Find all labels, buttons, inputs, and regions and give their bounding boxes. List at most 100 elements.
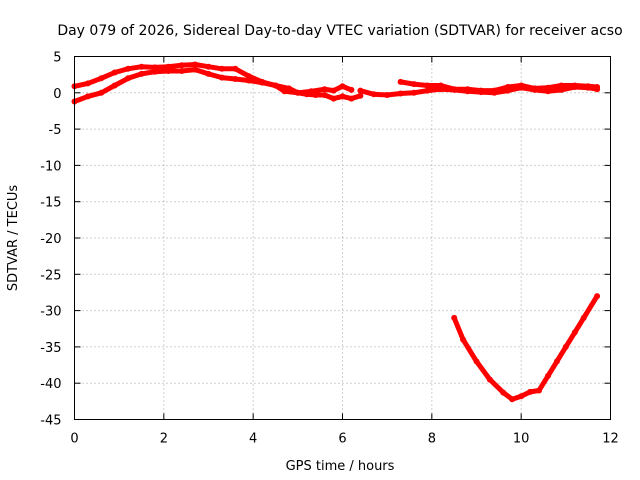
data-point [518, 393, 525, 400]
data-point [370, 91, 377, 98]
data-point [339, 83, 346, 90]
data-point [460, 336, 467, 343]
y-axis-label: SDTVAR / TECUs [6, 185, 21, 292]
y-tick-label: 5 [53, 51, 61, 66]
y-tick-label: -45 [40, 414, 61, 429]
data-point [98, 75, 105, 82]
data-point [571, 82, 578, 89]
y-tick-label: -35 [40, 341, 61, 356]
data-point [411, 81, 417, 88]
data-point [357, 87, 364, 94]
chart-title: Day 079 of 2026, Sidereal Day-to-day VTE… [57, 23, 622, 39]
data-point [531, 85, 538, 92]
data-point [98, 89, 105, 96]
data-point [205, 63, 212, 70]
data-point [397, 78, 404, 85]
data-point [272, 82, 279, 89]
data-point [218, 74, 225, 81]
data-point [281, 88, 288, 95]
data-point [125, 75, 132, 82]
x-tick-label: 4 [249, 432, 257, 447]
data-point [192, 61, 199, 68]
data-point [111, 82, 118, 89]
x-tick-label: 0 [70, 432, 78, 447]
y-tick-label: -40 [40, 377, 61, 392]
data-point [339, 93, 346, 100]
data-point [348, 95, 355, 102]
data-point [558, 82, 565, 89]
data-point [151, 68, 158, 75]
data-point [562, 343, 569, 350]
data-point [178, 68, 185, 74]
data-point [518, 82, 525, 89]
series-arc-1-upper [73, 62, 353, 96]
axis-ticks: 0 2 4 6 8 10 12 5 0 -5 -10 -15 -20 -25 -30 -35 -40 -45 [40, 51, 619, 447]
data-point [165, 63, 172, 70]
data-point [259, 79, 266, 86]
series-arc-2-upper [400, 79, 598, 94]
data-point [580, 314, 587, 321]
data-point [500, 389, 507, 396]
data-point [424, 87, 431, 94]
data-point [397, 90, 404, 97]
y-tick-label: -15 [40, 196, 61, 211]
data-point [245, 77, 252, 84]
data-point [294, 89, 301, 96]
x-tick-label: 8 [428, 432, 436, 447]
data-point [205, 70, 212, 77]
data-point [111, 69, 118, 76]
data-point [491, 87, 498, 94]
data-point [424, 82, 431, 89]
data-point [509, 396, 516, 403]
data-series [71, 61, 601, 403]
data-point [527, 388, 534, 395]
data-point [486, 376, 493, 383]
data-point [84, 80, 91, 87]
data-point [245, 73, 252, 80]
data-point [594, 293, 601, 300]
y-tick-label: -10 [40, 159, 61, 174]
data-point [478, 87, 484, 94]
data-point [545, 372, 551, 379]
x-tick-label: 6 [338, 432, 346, 447]
data-point [125, 65, 132, 72]
data-point [84, 93, 91, 100]
data-point [451, 314, 458, 321]
data-point [585, 83, 592, 90]
data-point [303, 91, 310, 98]
y-tick-label: -25 [40, 268, 61, 283]
data-point [357, 92, 364, 99]
data-point [594, 84, 601, 90]
data-point [218, 65, 225, 72]
data-point [437, 82, 444, 89]
x-tick-label: 10 [513, 432, 530, 447]
data-point [138, 63, 145, 70]
plot-frame [74, 56, 611, 420]
y-tick-label: 0 [53, 87, 61, 102]
data-point [571, 329, 578, 336]
data-point [312, 92, 319, 98]
data-point [178, 62, 185, 69]
y-tick-label: -20 [40, 232, 61, 247]
data-point [384, 92, 391, 98]
data-point [232, 76, 239, 82]
data-point [348, 86, 355, 93]
data-point [138, 70, 145, 77]
data-point [321, 92, 328, 98]
data-point [192, 66, 199, 73]
data-point [464, 86, 471, 93]
data-point [451, 86, 458, 93]
data-point [165, 68, 172, 74]
grid-lines [74, 56, 611, 420]
data-point [321, 86, 328, 93]
data-point [473, 358, 480, 365]
data-point [558, 86, 565, 93]
y-tick-label: -30 [40, 305, 61, 320]
data-point [504, 84, 511, 90]
x-axis-label: GPS time / hours [286, 459, 395, 474]
data-point [411, 89, 417, 96]
data-point [151, 64, 158, 71]
x-tick-label: 12 [602, 432, 619, 447]
data-point [330, 95, 337, 102]
